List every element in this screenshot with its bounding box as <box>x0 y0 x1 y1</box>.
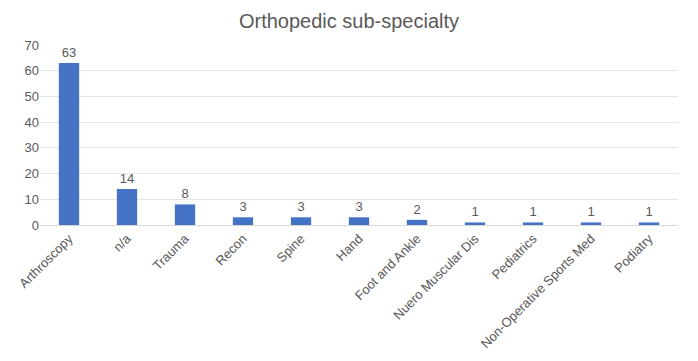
svg-text:n/a: n/a <box>110 231 134 255</box>
svg-text:Nuero Muscular Dis: Nuero Muscular Dis <box>390 231 482 323</box>
svg-text:2: 2 <box>413 202 420 217</box>
svg-text:1: 1 <box>645 204 652 219</box>
svg-text:1: 1 <box>471 204 478 219</box>
svg-text:40: 40 <box>25 115 39 130</box>
svg-text:70: 70 <box>25 38 39 53</box>
svg-text:1: 1 <box>529 204 536 219</box>
svg-text:63: 63 <box>62 45 76 60</box>
svg-text:Orthopedic sub-specialty: Orthopedic sub-specialty <box>239 10 459 32</box>
svg-text:Spine: Spine <box>274 231 308 265</box>
svg-text:Trauma: Trauma <box>150 231 192 273</box>
svg-text:3: 3 <box>355 199 362 214</box>
svg-text:20: 20 <box>25 166 39 181</box>
svg-text:10: 10 <box>25 192 39 207</box>
svg-text:Recon: Recon <box>213 231 250 268</box>
svg-text:Hand: Hand <box>333 231 366 264</box>
svg-text:Pediatrics: Pediatrics <box>489 231 540 282</box>
svg-text:0: 0 <box>32 218 39 233</box>
svg-text:Arthroscopy: Arthroscopy <box>16 231 76 291</box>
svg-text:14: 14 <box>120 171 134 186</box>
svg-text:Foot and Ankle: Foot and Ankle <box>352 231 424 303</box>
svg-text:50: 50 <box>25 89 39 104</box>
svg-text:3: 3 <box>297 199 304 214</box>
svg-text:1: 1 <box>587 204 594 219</box>
svg-text:60: 60 <box>25 63 39 78</box>
svg-text:Podiatry: Podiatry <box>611 231 656 276</box>
svg-text:8: 8 <box>181 186 188 201</box>
svg-text:Non-Operative Sports Med: Non-Operative Sports Med <box>478 231 598 351</box>
svg-text:3: 3 <box>239 199 246 214</box>
svg-text:30: 30 <box>25 140 39 155</box>
